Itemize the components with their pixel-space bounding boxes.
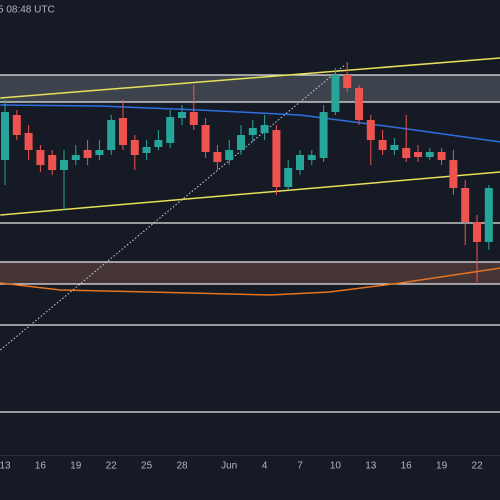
candle-body [119,118,127,145]
candle-body [484,188,493,242]
candle-body [237,135,245,150]
overlay-line [0,57,500,99]
candle-body [201,125,210,152]
candle-body [355,88,363,120]
x-tick-label: 22 [106,461,118,472]
candle-body [414,152,422,157]
x-tick-label: 16 [401,461,413,472]
candle-body [378,140,387,150]
zone [0,75,500,102]
candle-body [296,155,304,170]
candle-body [24,133,33,150]
candle-body [154,140,163,147]
candle-body [425,152,434,157]
candle-body [248,128,257,135]
candle-body [319,112,328,158]
candle-body [60,160,68,170]
x-tick-label: 4 [262,461,268,472]
candle-body [12,115,21,135]
overlay-line [0,104,500,143]
candle-body [343,75,352,88]
candle-body [284,168,293,187]
x-tick-label: 13 [0,461,11,472]
candle-body [449,160,458,188]
candle-body [71,155,80,160]
x-tick-label: 7 [297,461,303,472]
candle-body [272,130,281,187]
x-tick-label: 13 [365,461,377,472]
x-tick-label: 19 [70,461,82,472]
candle-body [95,150,104,155]
candle-body [307,155,316,160]
candle-body [402,148,411,158]
candle-body [130,140,139,155]
candle-body [366,120,375,140]
candle-body [260,125,269,133]
candle-body [225,150,234,160]
chart-title: 5 08:48 UTC [0,5,55,16]
candle-body [107,120,116,150]
candle-body [36,150,45,165]
candle-body [437,152,446,160]
candle-body [473,222,481,242]
x-tick-label: Jun [221,461,237,472]
candle-body [189,112,198,125]
candle-body [331,75,340,112]
candle-body [166,117,175,143]
candle-body [213,152,222,162]
candle-body [83,150,92,158]
candle-body [142,147,151,153]
candle-body [48,155,57,170]
x-tick-label: 25 [141,461,153,472]
candle-body [390,145,399,150]
candle-body [461,188,470,222]
x-tick-label: 16 [35,461,47,472]
x-tick-label: 22 [471,461,483,472]
x-tick-label: 19 [436,461,448,472]
overlay-line [0,64,346,351]
x-tick-label: 10 [330,461,342,472]
x-tick-label: 28 [176,461,188,472]
overlay-line [0,267,500,296]
overlay-line [0,171,500,216]
zone [0,262,500,284]
candle-body [1,112,9,160]
candle-body [178,112,186,118]
